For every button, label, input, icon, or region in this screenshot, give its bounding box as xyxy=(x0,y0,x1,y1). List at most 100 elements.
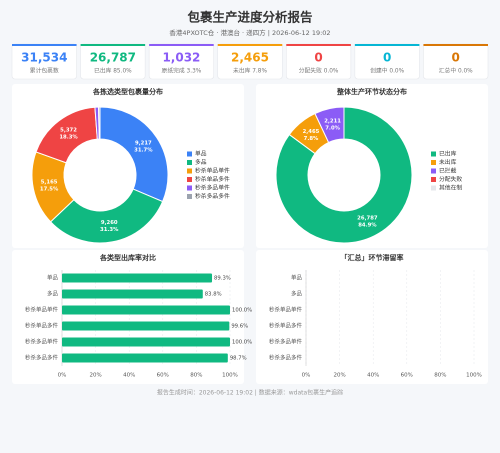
legend-label: 秒杀单品多件 xyxy=(195,175,230,183)
legend-label: 分配失败 xyxy=(439,175,462,183)
y-tick-label: 秒杀单品单件 xyxy=(25,306,59,314)
legend-swatch xyxy=(431,160,436,165)
chart-title: 整体生产环节状态分布 xyxy=(336,87,407,96)
bar xyxy=(62,321,230,331)
donut-slice xyxy=(49,188,164,244)
legend-swatch xyxy=(187,151,192,157)
slice-value: 5,372 xyxy=(60,128,77,134)
x-tick-label: 20% xyxy=(89,373,101,379)
kpi-value: 31,534 xyxy=(21,51,67,65)
y-tick-label: 秒杀单品多件 xyxy=(25,322,59,330)
x-tick-label: 40% xyxy=(367,373,379,379)
legend-swatch xyxy=(187,168,192,174)
x-tick-label: 80% xyxy=(190,373,202,379)
donut-slice xyxy=(275,106,413,244)
y-tick-label: 秒杀多品单件 xyxy=(25,338,59,346)
kpi-accent xyxy=(80,44,146,46)
legend-label: 其他在制 xyxy=(439,184,462,192)
legend-swatch xyxy=(187,160,192,165)
x-tick-label: 80% xyxy=(434,373,446,379)
kpi-label: 分配失败 0.0% xyxy=(299,67,339,75)
slice-percent: 7.0% xyxy=(325,125,340,131)
kpi-label: 已出库 85.0% xyxy=(94,67,132,75)
kpi-accent xyxy=(423,44,488,46)
bar xyxy=(62,273,213,283)
x-tick-label: 40% xyxy=(123,373,135,379)
slice-percent: 31.7% xyxy=(134,147,153,153)
slice-value: 26,787 xyxy=(357,215,378,221)
kpi-accent xyxy=(12,44,77,46)
bar xyxy=(62,353,228,363)
subtitle: 香港4PXOTC仓 · 港澳台 · 递四方 | 2026-06-12 19:02 xyxy=(169,28,330,37)
legend-swatch xyxy=(431,185,436,191)
y-tick-label: 秒杀多品多件 xyxy=(25,354,59,362)
legend-label: 秒杀多品多件 xyxy=(195,192,230,200)
kpi-value: 0 xyxy=(383,51,391,65)
y-tick-label: 秒杀多品单件 xyxy=(269,338,303,346)
x-tick-label: 20% xyxy=(333,373,345,379)
legend-swatch xyxy=(187,185,192,191)
bar xyxy=(62,289,203,299)
slice-percent: 7.8% xyxy=(304,136,319,142)
kpi-accent xyxy=(354,44,420,46)
slice-percent: 31.3% xyxy=(100,227,119,233)
slice-value: 5,165 xyxy=(41,180,58,186)
bar-value: 98.7% xyxy=(230,356,247,362)
donut-slice xyxy=(99,106,169,203)
legend-swatch xyxy=(187,194,192,199)
bar-value: 83.8% xyxy=(205,292,222,298)
legend-label: 多品 xyxy=(195,158,207,166)
slice-percent: 84.9% xyxy=(358,222,377,228)
kpi-value: 26,787 xyxy=(90,51,136,65)
y-tick-label: 多品 xyxy=(47,290,59,298)
legend-swatch xyxy=(187,177,192,182)
x-tick-label: 100% xyxy=(466,373,482,379)
x-tick-label: 0% xyxy=(58,373,67,379)
kpi-label: 累计包裹数 xyxy=(30,67,59,75)
bar xyxy=(62,305,230,315)
legend-label: 已拦截 xyxy=(439,167,457,175)
title: 包裹生产进度分析报告 xyxy=(186,10,313,25)
footer: 报告生成时间：2026-06-12 19:02 | 数据来源：wdata包裹生产… xyxy=(157,389,343,397)
kpi-accent xyxy=(217,44,283,46)
legend-swatch xyxy=(431,168,436,174)
legend-label: 未出库 xyxy=(439,158,457,166)
chart-title: 各拣选类型包裹量分布 xyxy=(92,87,163,96)
slice-percent: 18.3% xyxy=(59,135,78,141)
kpi-label: 汇总中 0.0% xyxy=(439,67,473,75)
x-tick-label: 0% xyxy=(302,373,311,379)
x-tick-label: 60% xyxy=(157,373,169,379)
bar-value: 89.3% xyxy=(214,276,231,282)
legend-swatch xyxy=(431,151,436,157)
y-tick-label: 秒杀单品单件 xyxy=(269,306,303,314)
kpi-accent xyxy=(149,44,214,46)
y-tick-label: 单品 xyxy=(291,274,303,282)
chart-title: 「汇总」环节滞留率 xyxy=(341,253,404,262)
kpi-label: 未出库 7.8% xyxy=(233,67,267,75)
bar xyxy=(62,337,230,347)
panel xyxy=(12,250,244,384)
slice-value: 9,217 xyxy=(135,140,152,146)
y-tick-label: 秒杀单品多件 xyxy=(269,322,303,330)
donut-slice xyxy=(98,106,101,140)
legend-label: 秒杀多品单件 xyxy=(195,184,230,192)
bar-value: 100.0% xyxy=(232,340,252,346)
legend-label: 秒杀单品单件 xyxy=(195,167,230,175)
kpi-value: 0 xyxy=(452,51,460,65)
slice-value: 9,260 xyxy=(101,220,118,226)
kpi-accent xyxy=(286,44,351,46)
slice-value: 2,211 xyxy=(324,118,341,124)
kpi-label: 创建中 0.0% xyxy=(370,67,404,75)
panel xyxy=(256,250,488,384)
legend-label: 单品 xyxy=(195,150,207,158)
legend-swatch xyxy=(431,177,436,182)
legend-label: 已出库 xyxy=(439,150,457,158)
slice-percent: 17.5% xyxy=(40,187,59,193)
x-tick-label: 100% xyxy=(222,373,238,379)
bar-value: 99.6% xyxy=(231,324,248,330)
y-tick-label: 多品 xyxy=(291,290,303,298)
kpi-value: 2,465 xyxy=(231,51,269,65)
kpi-value: 1,032 xyxy=(162,51,200,65)
bar-value: 100.0% xyxy=(232,308,252,314)
